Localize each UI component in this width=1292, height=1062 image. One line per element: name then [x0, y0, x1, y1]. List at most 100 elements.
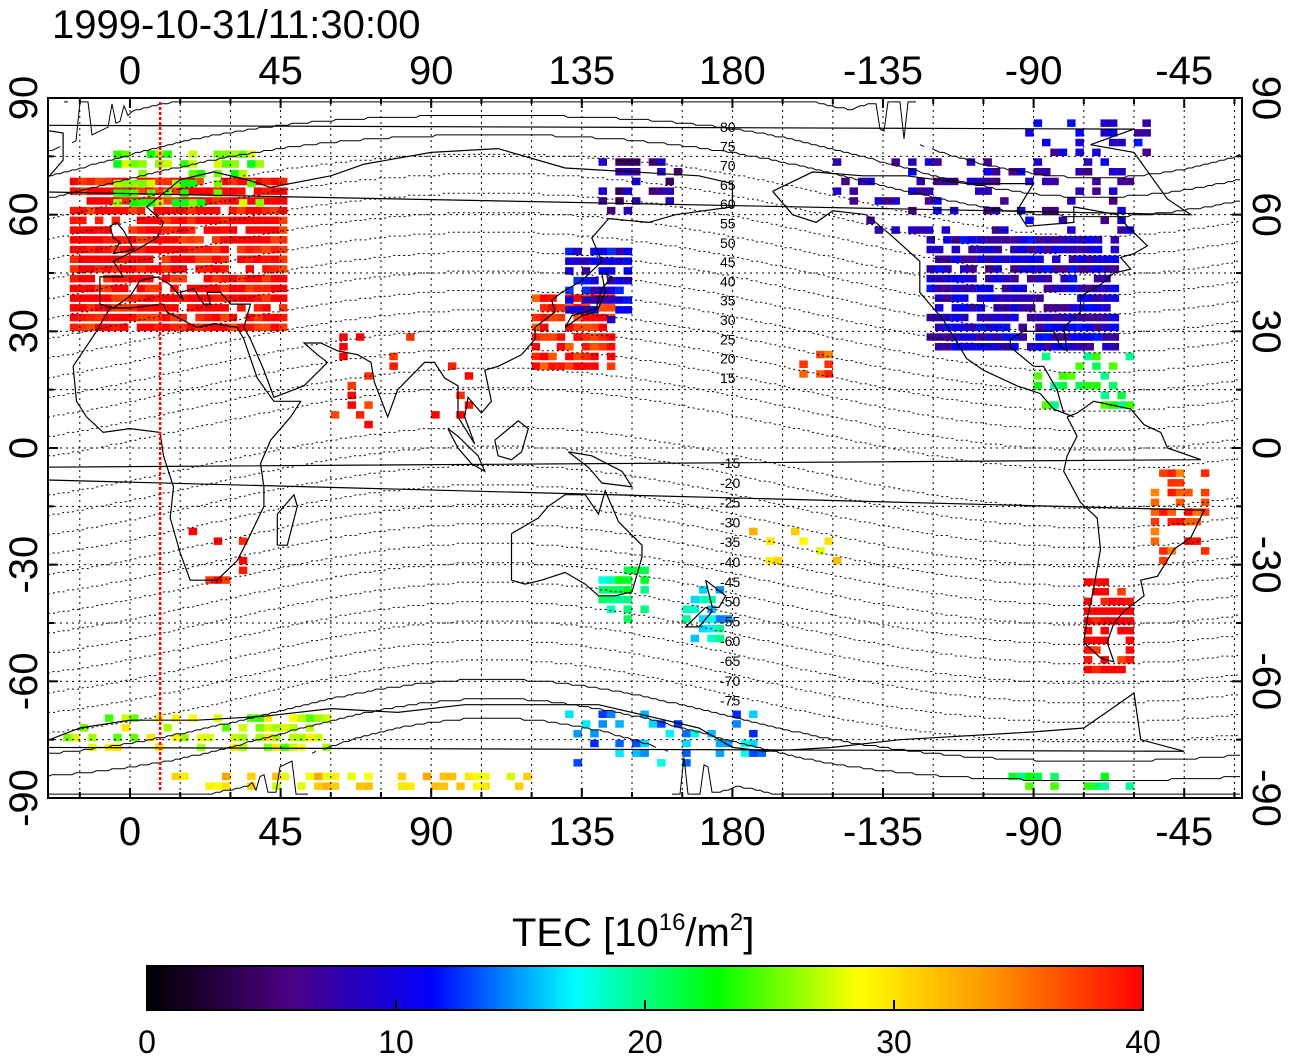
tec-cell-canada-north — [1033, 158, 1043, 166]
tec-cell-europe — [195, 255, 204, 263]
tec-cell-australia-east — [606, 605, 616, 613]
tec-cell-europe — [153, 226, 162, 234]
tec-cell-antarctica-edge — [280, 724, 290, 732]
tec-cell-europe — [128, 206, 137, 215]
tec-cell-north-america — [1068, 333, 1078, 341]
tec-cell-new-zealand — [682, 605, 691, 613]
tec-cell-europe — [253, 304, 263, 312]
tec-cell-japan-north — [565, 286, 574, 295]
mag-contour — [48, 231, 1241, 315]
tec-cell-europe — [237, 177, 246, 186]
tec-cell-hawaii — [816, 370, 825, 378]
tec-cell-antarctica-pacific — [665, 729, 674, 738]
tec-cell-north-america — [985, 343, 994, 351]
tec-cell-east-asia — [581, 352, 591, 361]
tec-cell-north-america — [1010, 236, 1019, 244]
tec-cell-europe — [245, 236, 254, 244]
colorbar-label: TEC [1016/m2] — [512, 909, 754, 955]
tec-cell-north-america — [993, 236, 1002, 244]
tec-cell-europe — [136, 206, 146, 215]
tec-cell-europe — [94, 284, 104, 293]
tec-cell-indian-ocean — [364, 401, 373, 409]
tec-cell-europe — [228, 323, 238, 332]
tec-cell-south-america-east — [1150, 527, 1160, 536]
tec-cell-europe — [111, 284, 121, 293]
tec-cell-east-asia — [556, 343, 566, 351]
tec-cell-south-america-south — [1092, 665, 1101, 674]
tec-cell-europe — [170, 245, 179, 254]
tec-cell-europe — [228, 177, 238, 186]
tec-cell-europe — [94, 265, 104, 273]
tec-cell-north-america — [1052, 313, 1061, 322]
tec-cell-north-america — [926, 245, 935, 254]
tec-cell-caribbean — [1108, 381, 1118, 390]
tec-cell-europe — [278, 304, 288, 312]
tec-cell-antarctica-edge — [222, 724, 231, 732]
tec-cell-japan-north — [590, 257, 599, 265]
tec-cell-north-america — [1093, 304, 1103, 312]
tec-cell-europe — [212, 206, 221, 215]
tec-cell-antarctic-south — [464, 772, 474, 781]
tec-cell-europe — [186, 226, 196, 234]
coastlines — [48, 124, 1206, 752]
tec-cell-canada-north — [916, 187, 925, 195]
tec-cell-europe — [94, 226, 104, 234]
tec-cell-europe — [253, 313, 263, 322]
tec-cell-east-asia — [598, 313, 607, 322]
tec-cell-north-america — [1010, 245, 1019, 254]
tec-cell-europe — [94, 304, 104, 312]
y-tick-label-right: -30 — [1244, 536, 1288, 594]
tec-cell-europe — [153, 177, 162, 186]
y-tick-label-left: 60 — [2, 192, 46, 237]
tec-cell-europe — [78, 313, 87, 322]
tec-cell-antarctica-edge — [280, 743, 290, 752]
tec-cell-europe — [136, 216, 146, 225]
tec-cell-south-america-south — [1100, 626, 1109, 635]
tec-cell-north-scandinavia — [113, 199, 122, 207]
tec-cell-europe — [120, 206, 129, 215]
tec-cell-north-america — [993, 245, 1002, 254]
tec-cell-east-asia — [590, 333, 599, 341]
tec-cell-north-america — [943, 333, 952, 341]
tec-cell-europe — [170, 274, 179, 283]
tec-cell-canada-north — [849, 187, 858, 195]
tec-cell-canada-north — [908, 158, 917, 166]
tec-cell-north-scandinavia — [213, 169, 223, 178]
tec-cell-africa-south — [238, 556, 248, 565]
tec-cell-europe — [278, 216, 288, 225]
tec-cell-north-america — [1102, 304, 1111, 312]
tec-cell-japan-north — [623, 276, 633, 285]
tec-cell-east-asia — [590, 343, 599, 351]
tec-cell-europe — [220, 255, 229, 263]
tec-cell-south-america-south — [1100, 588, 1109, 596]
tec-cell-europe — [94, 206, 104, 215]
tec-cell-europe — [278, 274, 288, 283]
tec-cell-antarctica-pacific — [757, 749, 766, 757]
tec-cell-south-america-south — [1108, 607, 1118, 615]
tec-cell-north-america — [1093, 333, 1103, 341]
mag-contour — [48, 678, 1240, 762]
coastline-australia — [510, 489, 643, 597]
tec-cell-europe — [245, 284, 254, 293]
tec-cell-north-america — [1077, 333, 1086, 341]
contour-label: 20 — [720, 351, 736, 367]
tec-cell-europe — [94, 313, 104, 322]
tec-cell-south-america-south — [1100, 665, 1109, 674]
tec-cell-canada-north — [1067, 226, 1076, 234]
tec-cell-north-america — [1102, 294, 1111, 302]
tec-cell-south-america-east — [1150, 537, 1160, 545]
tec-cell-north-america — [943, 284, 952, 293]
tec-cell-japan-north — [623, 257, 633, 265]
tec-cell-north-america — [934, 343, 944, 351]
tec-cell-europe — [228, 284, 238, 293]
tec-cell-canada-north — [1042, 168, 1051, 176]
tec-cell-north-america — [1077, 236, 1086, 244]
tec-cell-australia-east — [640, 566, 649, 575]
tec-cell-new-zealand — [690, 634, 700, 643]
x-tick-label-bottom: -90 — [1005, 810, 1063, 854]
tec-cell-europe — [86, 177, 95, 186]
tec-cell-north-america — [1110, 333, 1120, 341]
tec-cell-south-america-south — [1108, 597, 1118, 606]
tec-cell-north-america — [934, 265, 944, 273]
